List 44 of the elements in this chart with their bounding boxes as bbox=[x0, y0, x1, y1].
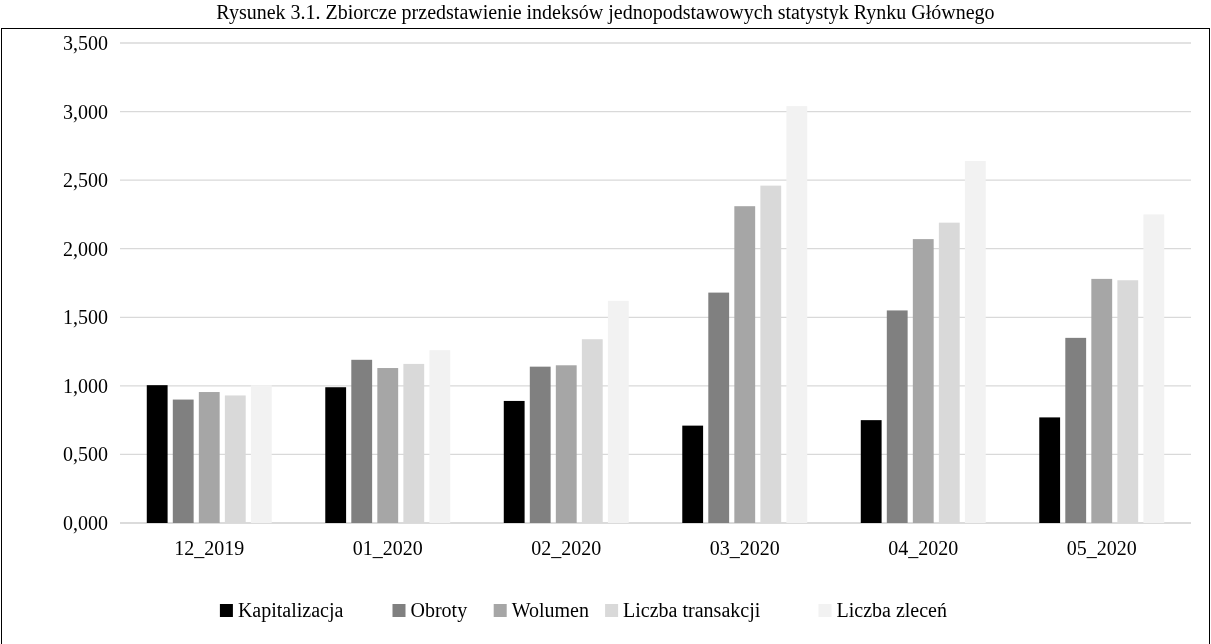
chart-title: Rysunek 3.1. Zbiorcze przedstawienie indeksów jednopodstawowych statystyk Rynku Głównego bbox=[216, 1, 995, 24]
x-tick-label: 05_2020 bbox=[1066, 537, 1137, 559]
legend-label: Kapitalizacja bbox=[237, 599, 344, 622]
bar bbox=[682, 425, 704, 523]
bar bbox=[886, 310, 908, 523]
x-tick-label: 12_2019 bbox=[174, 537, 245, 559]
bar bbox=[377, 368, 399, 523]
x-tick-label: 02_2020 bbox=[531, 537, 602, 559]
bar bbox=[1065, 337, 1087, 523]
y-tick-label: 3,500 bbox=[63, 32, 108, 54]
y-tick-label: 0,000 bbox=[63, 512, 108, 534]
bar bbox=[1091, 278, 1113, 523]
y-tick-label: 1,500 bbox=[63, 306, 108, 329]
bar bbox=[529, 366, 551, 523]
bar bbox=[325, 387, 347, 523]
bar bbox=[429, 350, 451, 523]
bar bbox=[198, 392, 220, 523]
bar bbox=[860, 420, 882, 523]
bar bbox=[146, 385, 168, 523]
x-tick-label: 04_2020 bbox=[888, 537, 959, 559]
bar bbox=[964, 160, 986, 523]
bar bbox=[555, 365, 577, 523]
x-tick-label: 01_2020 bbox=[352, 537, 423, 559]
y-tick-label: 3,000 bbox=[63, 100, 108, 123]
bar bbox=[503, 400, 525, 523]
y-tick-label: 0,500 bbox=[63, 443, 108, 466]
legend-label: Wolumen bbox=[511, 599, 589, 621]
bar bbox=[708, 292, 730, 523]
bar bbox=[912, 239, 934, 523]
legend-label: Liczba transakcji bbox=[623, 599, 761, 622]
bar bbox=[734, 206, 756, 523]
legend-label: Liczba zleceń bbox=[836, 599, 947, 621]
bar bbox=[351, 359, 373, 523]
y-tick-label: 2,000 bbox=[63, 237, 108, 260]
y-tick-label: 1,000 bbox=[63, 374, 108, 397]
bar bbox=[172, 399, 194, 523]
y-tick-label: 2,500 bbox=[63, 169, 108, 192]
bar bbox=[607, 300, 629, 523]
bar bbox=[786, 106, 808, 523]
bar bbox=[1039, 417, 1061, 523]
legend-label: Obroty bbox=[410, 599, 468, 622]
bar bbox=[1143, 214, 1165, 523]
bar bbox=[250, 385, 272, 523]
x-tick-label: 03_2020 bbox=[709, 537, 780, 559]
